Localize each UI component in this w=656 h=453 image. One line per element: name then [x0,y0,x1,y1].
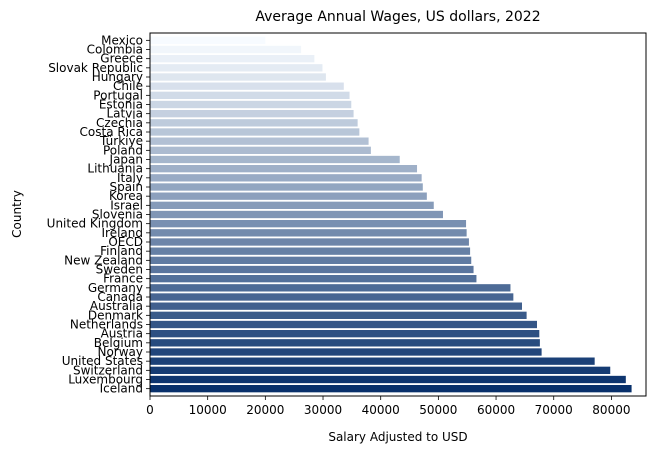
y-tick-label-korea: Korea [109,189,143,203]
bar-hungary [150,73,326,81]
bar-slovak-republic [150,64,323,72]
bar-united-states [150,357,595,365]
x-tick-label-70000: 70000 [535,403,573,417]
y-tick-label-germany: Germany [88,281,143,295]
y-tick-label-france: France [103,272,143,286]
x-tick-label-0: 0 [146,403,154,417]
bar-ireland [150,229,467,237]
bar-costa-rica [150,128,360,136]
x-tick-labels: 0 10000 20000 30000 40000 50000 60000 70000 8000… [146,396,630,417]
bar-latvia [150,110,354,118]
y-tick-label-denmark: Denmark [88,308,143,322]
y-tick-label-netherlands: Netherlands [70,318,143,332]
y-tick-label-australia: Australia [90,299,143,313]
bar-luxembourg [150,375,626,384]
y-tick-label-belgium: Belgium [94,336,143,350]
y-tick-label-united-states: United States [62,354,143,368]
x-tick-label-50000: 50000 [419,403,457,417]
y-tick-label-czechia: Czechia [96,116,143,130]
bar-israel [150,201,434,209]
x-axis-title: Salary Adjusted to USD [328,430,467,444]
y-tick-label-iceland: Iceland [100,382,143,396]
bar-chile [150,82,344,90]
y-tick-label-united-kingdom: United Kingdom [47,217,143,231]
y-tick-label-turkiye: Türkiye [99,134,143,148]
bar-turkiye [150,137,369,145]
bar-sweden [150,265,474,274]
plot-frame [149,32,647,397]
bar-mexico [150,36,266,44]
y-axis-title: Country [10,190,24,238]
bar-austria [150,330,540,338]
y-tick-label-ireland: Ireland [101,226,143,240]
bar-japan [150,155,400,164]
y-tick-label-switzerland: Switzerland [73,363,143,377]
x-tick-label-30000: 30000 [304,403,342,417]
bar-denmark [150,311,527,319]
y-tick-label-lithuania: Lithuania [87,162,143,176]
x-tick-label-80000: 80000 [592,403,630,417]
y-tick-label-colombia: Colombia [87,43,143,57]
bars-layer [150,36,632,393]
bar-korea [150,192,427,200]
bar-lithuania [150,165,418,173]
bar-france [150,275,477,283]
y-tick-label-canada: Canada [97,290,143,304]
bar-switzerland [150,366,611,374]
x-tick-label-20000: 20000 [246,403,284,417]
bar-australia [150,302,522,310]
y-tick-label-portugal: Portugal [93,88,143,102]
bar-iceland [150,385,632,393]
bar-germany [150,284,511,292]
x-tick-label-40000: 40000 [362,403,400,417]
bar-greece [150,55,315,63]
chart-title: Average Annual Wages, US dollars, 2022 [255,9,540,25]
y-tick-label-mexico: Mexico [101,33,143,47]
y-tick-label-finland: Finland [100,244,143,258]
y-tick-label-norway: Norway [97,345,143,359]
bar-finland [150,247,471,255]
bar-italy [150,174,422,182]
y-tick-label-poland: Poland [103,143,143,157]
y-tick-label-japan: Japan [109,153,143,167]
y-tick-label-latvia: Latvia [106,107,143,121]
x-tick-label-60000: 60000 [477,403,515,417]
y-tick-label-estonia: Estonia [99,98,143,112]
y-tick-label-luxembourg: Luxembourg [68,373,143,387]
y-tick-label-oecd: OECD [108,235,143,249]
y-tick-label-slovak-republic: Slovak Republic [48,61,143,75]
bar-canada [150,293,514,301]
y-tick-label-greece: Greece [100,52,143,66]
y-tick-label-sweden: Sweden [96,263,143,277]
bar-spain [150,183,423,191]
bar-slovenia [150,210,443,219]
y-tick-label-slovenia: Slovenia [92,208,143,222]
y-tick-label-hungary: Hungary [92,70,143,84]
bar-estonia [150,100,352,109]
bar-poland [150,146,371,154]
bar-oecd [150,238,469,246]
bar-united-kingdom [150,220,467,228]
bar-colombia [150,45,302,54]
y-tick-label-spain: Spain [109,180,143,194]
bar-czechia [150,119,358,127]
x-tick-label-10000: 10000 [189,403,227,417]
bar-new-zealand [150,256,472,264]
y-tick-label-italy: Italy [117,171,143,185]
y-tick-label-austria: Austria [101,327,143,341]
bar-norway [150,348,542,356]
y-tick-label-israel: Israel [110,198,143,212]
bar-netherlands [150,320,537,329]
y-tick-label-costa-rica: Costa Rica [80,125,143,139]
bar-portugal [150,91,350,99]
y-tick-label-new-zealand: New Zealand [64,253,143,267]
bar-belgium [150,339,540,347]
y-tick-label-chile: Chile [113,79,143,93]
